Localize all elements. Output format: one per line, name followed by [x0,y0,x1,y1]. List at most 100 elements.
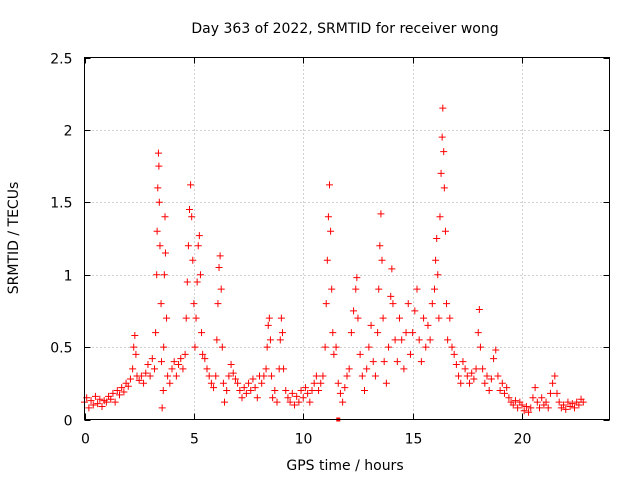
data-point [156,242,164,250]
data-point [221,398,228,406]
data-point [170,358,178,366]
data-point [312,372,320,380]
data-point [391,336,399,344]
data-point [236,387,244,395]
x-tick-label: 20 [514,432,532,448]
data-point [153,227,161,235]
data-point [130,343,138,351]
data-point [347,329,355,337]
data-point [223,387,231,395]
data-point [440,184,448,192]
data-point [282,387,290,395]
data-point [214,300,222,308]
data-point [258,379,266,387]
x-tick-label: 0 [81,432,90,448]
data-point [549,379,557,387]
data-point [212,372,220,380]
data-point [144,360,152,368]
data-point [158,404,166,412]
data-point [533,398,541,406]
data-point [89,401,97,409]
y-tick-label: 1 [64,269,73,285]
data-point [177,355,185,363]
data-point [496,387,504,395]
data-point [376,242,384,250]
data-point [538,394,546,402]
data-point [375,285,383,293]
data-point [363,365,371,373]
data-point [518,401,526,409]
data-point [286,398,294,406]
data-point [135,376,143,384]
data-point [172,372,180,380]
data-point [472,365,480,373]
data-point [336,389,344,397]
data-point [332,343,340,351]
data-point [457,379,465,387]
data-point [245,379,253,387]
data-point [354,314,362,322]
data-point [514,404,522,412]
y-tick-label: 0.5 [50,341,72,357]
x-tick-label: 10 [295,432,313,448]
data-point [468,369,476,377]
y-axis-label: SRMTID / TECUs [6,182,22,295]
data-point [217,285,225,293]
data-point [413,285,421,293]
data-point [385,343,393,351]
y-tick-label: 2.5 [50,52,72,68]
data-point [304,389,312,397]
data-point [116,391,123,399]
data-point [455,372,463,380]
data-point [179,365,187,373]
data-point [85,404,93,412]
data-point [388,265,396,273]
data-point [461,365,469,373]
data-point [266,336,274,344]
data-point [551,372,559,380]
data-point [111,398,119,406]
x-tick-label: 15 [405,432,423,448]
data-point [234,379,242,387]
data-point [343,372,351,380]
data-point [157,300,165,308]
data-point [229,369,237,377]
data-point [120,388,128,396]
data-point [531,384,539,392]
data-point [571,404,578,412]
data-point [415,336,423,344]
data-point [277,314,285,322]
data-point [148,355,156,363]
data-point [205,372,213,380]
data-point [193,278,201,286]
data-point [251,384,259,392]
data-point [553,389,561,397]
data-point [94,400,102,408]
data-point [113,387,121,395]
data-point [91,392,99,400]
data-point [175,360,183,368]
data-point [253,394,261,402]
data-point [273,398,281,406]
data-point [263,343,271,351]
data-point [324,213,332,221]
data-point [295,398,303,406]
data-point [124,382,132,390]
data-point [402,329,410,337]
data-point [317,379,325,387]
data-point [166,379,174,387]
data-point [466,379,473,387]
y-tick-label: 1.5 [50,196,72,212]
data-point [207,379,215,387]
data-point [152,329,160,337]
data-point [154,149,162,157]
data-point [404,300,412,308]
data-point [242,389,250,397]
data-point [529,394,537,402]
data-point [260,372,268,380]
data-point [216,252,224,260]
data-point [184,242,192,250]
data-point [542,398,550,406]
data-point [435,314,443,322]
data-point [422,343,430,351]
